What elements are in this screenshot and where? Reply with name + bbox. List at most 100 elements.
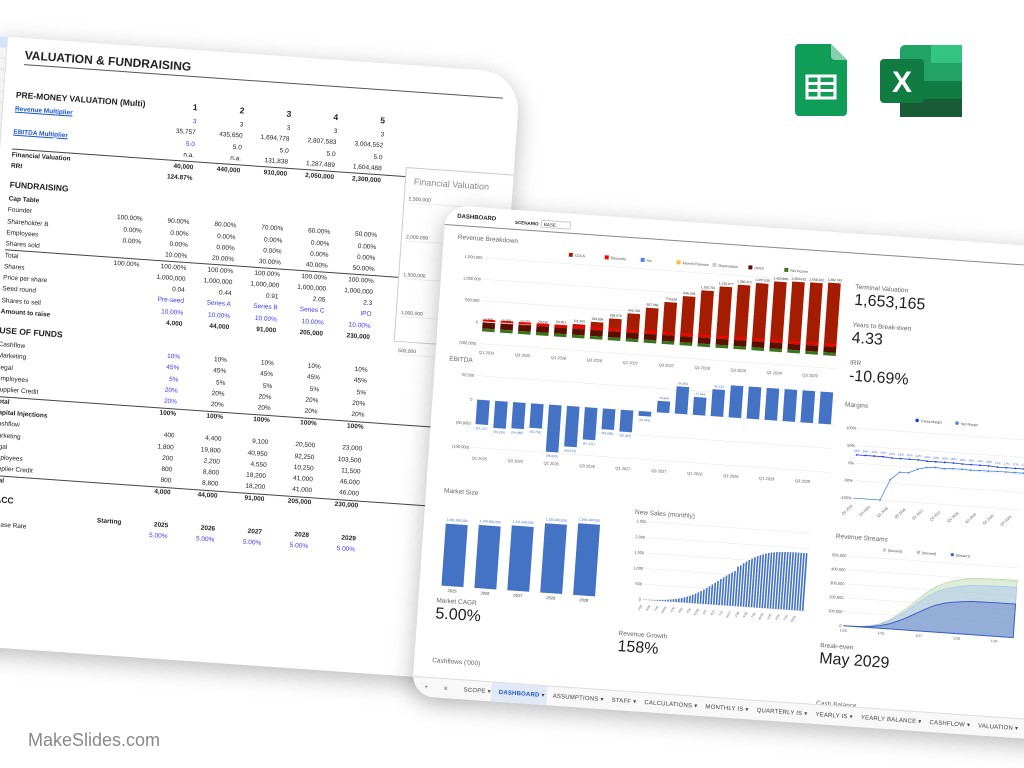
cell-value[interactable]: 5.00% xyxy=(242,538,262,548)
all-sheets-menu-icon[interactable]: ≡ xyxy=(443,685,448,692)
cell-value[interactable] xyxy=(147,209,194,212)
row-header[interactable]: 2 xyxy=(0,36,7,48)
tab-yearly-balance[interactable]: YEARLY BALANCE xyxy=(860,714,917,725)
tab-dashboard[interactable]: DASHBOARD xyxy=(490,682,549,706)
cell-value[interactable] xyxy=(93,307,140,310)
x-tick-label: Q3 2027 xyxy=(659,362,675,368)
cell-value[interactable] xyxy=(94,295,141,298)
cell-value[interactable] xyxy=(82,464,129,467)
dashboard-title: DASHBOARD xyxy=(456,213,497,223)
cell-value[interactable] xyxy=(106,127,153,130)
row-label xyxy=(0,513,78,519)
ebitda-bar xyxy=(545,404,562,453)
cell-value[interactable] xyxy=(81,487,128,490)
cell-value[interactable] xyxy=(93,318,140,321)
tab-calculations[interactable]: CALCULATIONS xyxy=(644,699,693,709)
cell-value[interactable] xyxy=(335,222,382,225)
cell-value[interactable] xyxy=(83,453,130,456)
cell-value[interactable] xyxy=(107,116,154,119)
cell-value[interactable] xyxy=(314,526,361,529)
cell-value[interactable] xyxy=(325,358,372,361)
cell-value[interactable]: 4 xyxy=(333,111,339,123)
cell-value[interactable] xyxy=(138,345,185,348)
add-sheet-button[interactable]: + xyxy=(424,684,429,691)
cell-value[interactable] xyxy=(267,523,314,526)
tab-menu-caret-icon[interactable]: ▾ xyxy=(1014,725,1019,733)
cell-value[interactable] xyxy=(79,510,126,513)
cell-value[interactable] xyxy=(197,179,244,182)
tab-quarterly-is[interactable]: QUARTERLY IS xyxy=(756,707,803,717)
cell-value[interactable] xyxy=(104,161,151,164)
cell-value[interactable]: 5.00% xyxy=(148,532,168,541)
cell-value[interactable] xyxy=(91,342,138,345)
cell-value[interactable] xyxy=(82,475,129,478)
cell-value[interactable] xyxy=(86,419,133,422)
cell-value[interactable] xyxy=(148,199,195,202)
cell-value[interactable] xyxy=(78,531,125,534)
cell-value[interactable]: 1 xyxy=(192,102,198,113)
cell-value[interactable] xyxy=(87,396,134,399)
cell-value[interactable] xyxy=(86,408,133,411)
bar-value-label: (84,575) xyxy=(564,448,576,453)
cell-value[interactable] xyxy=(320,435,367,438)
cell-value[interactable]: 5.00% xyxy=(336,545,356,554)
cell-value[interactable] xyxy=(194,212,241,215)
cell-value[interactable] xyxy=(273,432,320,435)
cell-value[interactable] xyxy=(185,348,232,351)
cell-value[interactable] xyxy=(103,172,150,175)
cell-value[interactable] xyxy=(132,422,179,425)
cell-value[interactable]: 2 xyxy=(239,105,245,116)
row-header[interactable]: 5 xyxy=(0,68,5,81)
cell-value[interactable] xyxy=(89,362,136,365)
cell-value[interactable] xyxy=(101,196,148,199)
cell-value[interactable] xyxy=(290,185,337,188)
cell-value[interactable] xyxy=(195,202,242,205)
new-sales-bar xyxy=(699,590,703,604)
cell-value[interactable]: 5 xyxy=(379,115,386,126)
row-header[interactable]: 6 xyxy=(0,79,4,92)
cell-value[interactable] xyxy=(288,218,335,221)
cell-value[interactable] xyxy=(89,374,136,377)
cell-value[interactable] xyxy=(226,429,273,432)
y-tick-label: 400,000 xyxy=(831,566,847,572)
tab-valuation[interactable]: VALUATION xyxy=(977,722,1014,732)
cell-value[interactable] xyxy=(84,441,131,444)
revenue-streams-chart: 500,000 400,000 300,000 200,000 100,000 0 [Str… xyxy=(828,548,1019,644)
tab-cashflow[interactable]: CASHFLOW xyxy=(929,719,966,728)
cell-value[interactable] xyxy=(232,351,279,354)
cell-value[interactable] xyxy=(126,513,173,516)
cell-value[interactable] xyxy=(90,351,137,354)
cell-value[interactable] xyxy=(95,284,142,287)
tab-assumptions[interactable]: ASSUMPTIONS xyxy=(552,693,599,703)
cell-value[interactable]: 5.00% xyxy=(195,535,215,544)
cell-value[interactable] xyxy=(104,150,151,153)
scenario-select[interactable]: BASE xyxy=(540,219,572,230)
cell-value[interactable] xyxy=(88,385,135,388)
tab-monthly-is[interactable]: MONTHLY IS xyxy=(705,703,744,713)
row-header[interactable]: 4 xyxy=(0,57,6,70)
cell-value[interactable] xyxy=(173,517,220,520)
cell-value[interactable]: 5.00% xyxy=(289,542,309,551)
cell-value[interactable] xyxy=(278,355,325,358)
row-header[interactable]: 8 xyxy=(0,101,3,114)
cell-value[interactable] xyxy=(241,215,288,218)
row-header[interactable]: 7 xyxy=(0,90,4,103)
cell-value[interactable] xyxy=(337,188,384,191)
cell-value[interactable] xyxy=(336,212,383,215)
cell-value[interactable] xyxy=(100,205,147,208)
cell-value[interactable] xyxy=(179,425,226,428)
cell-value[interactable] xyxy=(220,520,267,523)
cell-value[interactable] xyxy=(97,250,144,253)
cell-value[interactable]: 3 xyxy=(286,108,292,119)
row-header[interactable]: 10 xyxy=(0,123,1,136)
row-header[interactable]: 3 xyxy=(0,46,7,59)
bar-cogs xyxy=(733,284,751,341)
cell-value[interactable] xyxy=(96,273,143,276)
net-margin-point xyxy=(907,471,910,474)
cell-value[interactable] xyxy=(85,430,132,433)
row-header[interactable]: 9 xyxy=(0,112,2,125)
cell-value[interactable] xyxy=(289,209,336,212)
cell-value[interactable] xyxy=(242,205,289,208)
cell-value[interactable] xyxy=(243,182,290,185)
cell-value[interactable] xyxy=(105,138,152,141)
